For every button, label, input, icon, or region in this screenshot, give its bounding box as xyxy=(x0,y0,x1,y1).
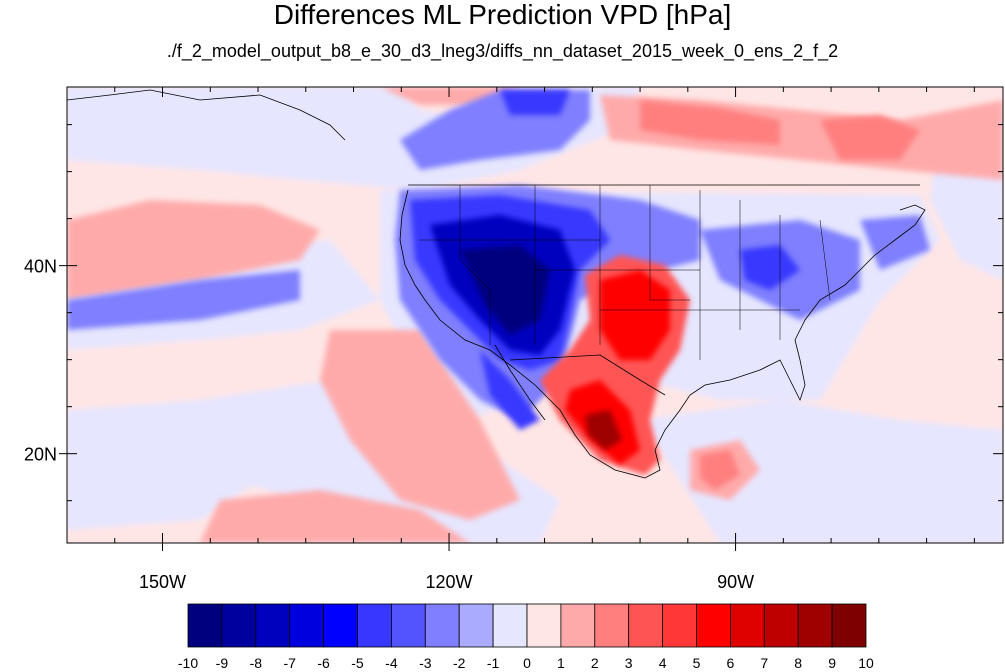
colorbar-label: 2 xyxy=(591,655,599,671)
colorbar-label: -9 xyxy=(216,655,229,671)
coastlines xyxy=(67,89,926,479)
colorbar-swatch xyxy=(797,603,833,648)
colorbar-label: 4 xyxy=(659,655,667,671)
field-dark-red xyxy=(585,410,622,450)
colorbar-swatch xyxy=(458,603,494,648)
colorbar xyxy=(187,603,867,648)
colorbar-swatch xyxy=(492,603,528,648)
lat-tick-label: 40N xyxy=(24,257,57,277)
colorbar-label: 3 xyxy=(625,655,633,671)
colorbar-label: -3 xyxy=(419,655,432,671)
lon-tick-label: 90W xyxy=(717,572,754,592)
colorbar-swatch xyxy=(221,603,257,648)
colorbar-swatch xyxy=(424,603,460,648)
colorbar-swatch xyxy=(526,603,562,648)
colorbar-swatch xyxy=(560,603,596,648)
colorbar-label: -10 xyxy=(178,655,198,671)
lon-tick-label: 150W xyxy=(139,572,186,592)
colorbar-label: 10 xyxy=(858,655,874,671)
colorbar-swatch xyxy=(696,603,731,648)
colorbar-swatch xyxy=(628,603,664,648)
colorbar-labels: -10 -9 -8 -7 -6 -5 -4 -3 -2 -1 0 1 2 3 4 5 6 7 8 9 10 xyxy=(178,655,874,671)
colorbar-swatch xyxy=(390,603,426,648)
lon-tick-label: 120W xyxy=(426,572,473,592)
field-medium-red xyxy=(640,100,920,490)
field-darkest-blue xyxy=(460,245,550,335)
colorbar-label: 6 xyxy=(727,655,735,671)
colorbar-label: -2 xyxy=(453,655,466,671)
colorbar-label: -8 xyxy=(250,655,263,671)
state-borders xyxy=(420,185,831,360)
colorbar-swatch xyxy=(831,603,867,648)
colorbar-swatch xyxy=(763,603,799,648)
colorbar-label: -1 xyxy=(487,655,500,671)
colorbar-label: 5 xyxy=(693,655,701,671)
colorbar-swatch xyxy=(255,603,291,648)
colorbar-label: -7 xyxy=(283,655,296,671)
axis-tick-labels: 150W 120W 90W 20N 40N xyxy=(24,257,754,592)
axis-ticks xyxy=(59,87,1003,551)
colorbar-swatch xyxy=(323,603,358,648)
colorbar-swatch xyxy=(187,603,223,648)
map-frame xyxy=(66,86,1004,544)
colorbar-swatch xyxy=(662,603,697,648)
colorbar-label: 9 xyxy=(828,655,836,671)
map-subtitle: ./f_2_model_output_b8_e_30_d3_lneg3/diff… xyxy=(166,41,839,61)
colorbar-label: -5 xyxy=(351,655,364,671)
colorbar-swatch xyxy=(289,603,325,648)
colorbar-label: 0 xyxy=(523,655,531,671)
colorbar-swatch xyxy=(594,603,630,648)
colorbar-swatch xyxy=(357,603,392,648)
lat-tick-label: 20N xyxy=(24,445,57,465)
map-field xyxy=(67,87,1003,543)
map-title: Differences ML Prediction VPD [hPa] xyxy=(273,0,732,30)
colorbar-label: 8 xyxy=(794,655,802,671)
colorbar-swatch xyxy=(730,603,765,648)
colorbar-label: 7 xyxy=(760,655,768,671)
colorbar-label: 1 xyxy=(557,655,565,671)
colorbar-label: -4 xyxy=(385,655,398,671)
colorbar-label: -6 xyxy=(317,655,330,671)
